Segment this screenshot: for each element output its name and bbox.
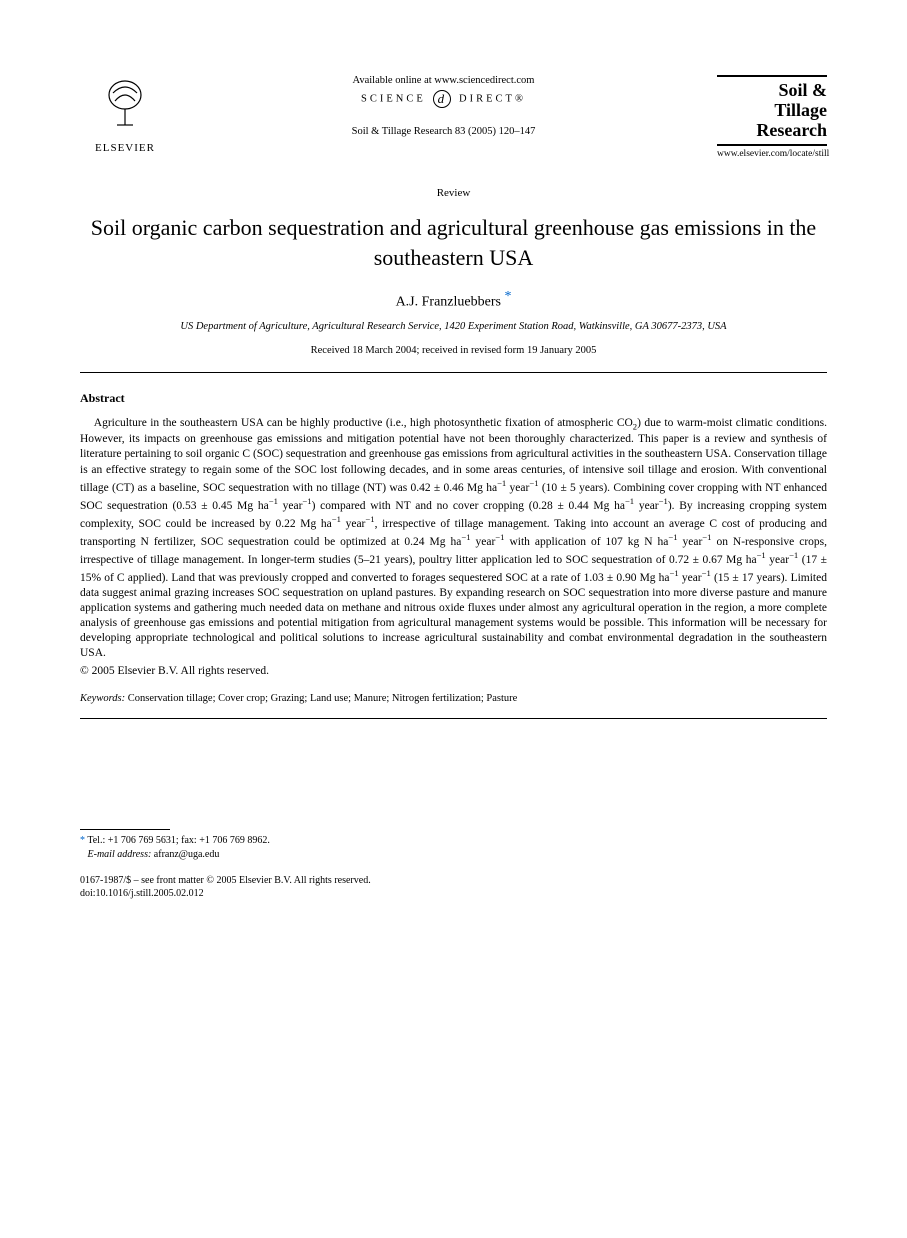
journal-logo-box: Soil & Tillage Research <box>717 75 827 146</box>
journal-name-line3: Research <box>717 121 827 141</box>
publisher-name: ELSEVIER <box>95 142 155 154</box>
journal-logo-block: Soil & Tillage Research www.elsevier.com… <box>717 75 827 159</box>
article-title: Soil organic carbon sequestration and ag… <box>80 213 827 272</box>
page-header: ELSEVIER Available online at www.science… <box>80 75 827 159</box>
citation-line: Soil & Tillage Research 83 (2005) 120–14… <box>180 126 707 137</box>
affiliation: US Department of Agriculture, Agricultur… <box>80 320 827 334</box>
divider-bottom <box>80 718 827 719</box>
publisher-logo: ELSEVIER <box>80 75 170 154</box>
issn-line: 0167-1987/$ – see front matter © 2005 El… <box>80 874 827 888</box>
author-line: A.J. Franzluebbers * <box>80 289 827 311</box>
journal-name-line2: Tillage <box>717 101 827 121</box>
issn-doi-block: 0167-1987/$ – see front matter © 2005 El… <box>80 874 827 901</box>
sciencedirect-logo: SCIENCE d DIRECT® <box>180 90 707 108</box>
abstract-heading: Abstract <box>80 391 827 406</box>
footnote-email-line: E-mail address: afranz@uga.edu <box>80 848 827 862</box>
footnote-contact: Tel.: +1 706 769 5631; fax: +1 706 769 8… <box>87 835 270 846</box>
journal-url: www.elsevier.com/locate/still <box>717 149 827 159</box>
keywords-list: Conservation tillage; Cover crop; Grazin… <box>128 693 518 704</box>
email-address: afranz@uga.edu <box>154 849 220 860</box>
journal-name-line1: Soil & <box>717 81 827 101</box>
email-label: E-mail address: <box>88 849 152 860</box>
author-name: A.J. Franzluebbers <box>396 294 501 309</box>
keywords-line: Keywords: Conservation tillage; Cover cr… <box>80 693 827 704</box>
sciencedirect-left: SCIENCE <box>361 93 426 104</box>
abstract-body: Agriculture in the southeastern USA can … <box>80 416 827 662</box>
divider-top <box>80 372 827 373</box>
sciencedirect-d-icon: d <box>433 90 451 108</box>
footnote-contact-line: * Tel.: +1 706 769 5631; fax: +1 706 769… <box>80 834 827 848</box>
copyright-line: © 2005 Elsevier B.V. All rights reserved… <box>80 664 827 679</box>
corresponding-author-mark[interactable]: * <box>504 289 511 304</box>
available-online-text: Available online at www.sciencedirect.co… <box>180 75 707 86</box>
keywords-label: Keywords: <box>80 693 125 704</box>
header-center: Available online at www.sciencedirect.co… <box>170 75 717 137</box>
sciencedirect-right: DIRECT® <box>459 93 526 104</box>
footnote-rule <box>80 829 170 830</box>
article-dates: Received 18 March 2004; received in revi… <box>80 345 827 356</box>
elsevier-tree-icon <box>97 75 153 140</box>
footnote-block: * Tel.: +1 706 769 5631; fax: +1 706 769… <box>80 829 827 862</box>
doi-line: doi:10.1016/j.still.2005.02.012 <box>80 887 827 901</box>
article-type-label: Review <box>80 187 827 199</box>
footnote-mark: * <box>80 835 85 846</box>
